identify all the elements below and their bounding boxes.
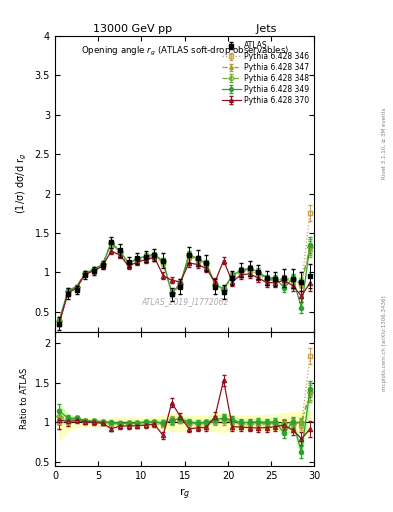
- Text: ATLAS_2019_I1772062: ATLAS_2019_I1772062: [141, 297, 228, 307]
- Text: Opening angle $r_g$ (ATLAS soft-drop observables): Opening angle $r_g$ (ATLAS soft-drop obs…: [81, 45, 289, 58]
- Text: Rivet 3.1.10, ≥ 3M events: Rivet 3.1.10, ≥ 3M events: [382, 108, 387, 179]
- Y-axis label: Ratio to ATLAS: Ratio to ATLAS: [20, 368, 29, 430]
- Y-axis label: (1/σ) dσ/d r$_g$: (1/σ) dσ/d r$_g$: [15, 153, 29, 215]
- Legend: ATLAS, Pythia 6.428 346, Pythia 6.428 347, Pythia 6.428 348, Pythia 6.428 349, P: ATLAS, Pythia 6.428 346, Pythia 6.428 34…: [220, 39, 310, 106]
- X-axis label: r$_g$: r$_g$: [179, 486, 190, 502]
- Text: mcplots.cern.ch [arXiv:1306.3436]: mcplots.cern.ch [arXiv:1306.3436]: [382, 295, 387, 391]
- Title: 13000 GeV pp                        Jets: 13000 GeV pp Jets: [93, 24, 276, 34]
